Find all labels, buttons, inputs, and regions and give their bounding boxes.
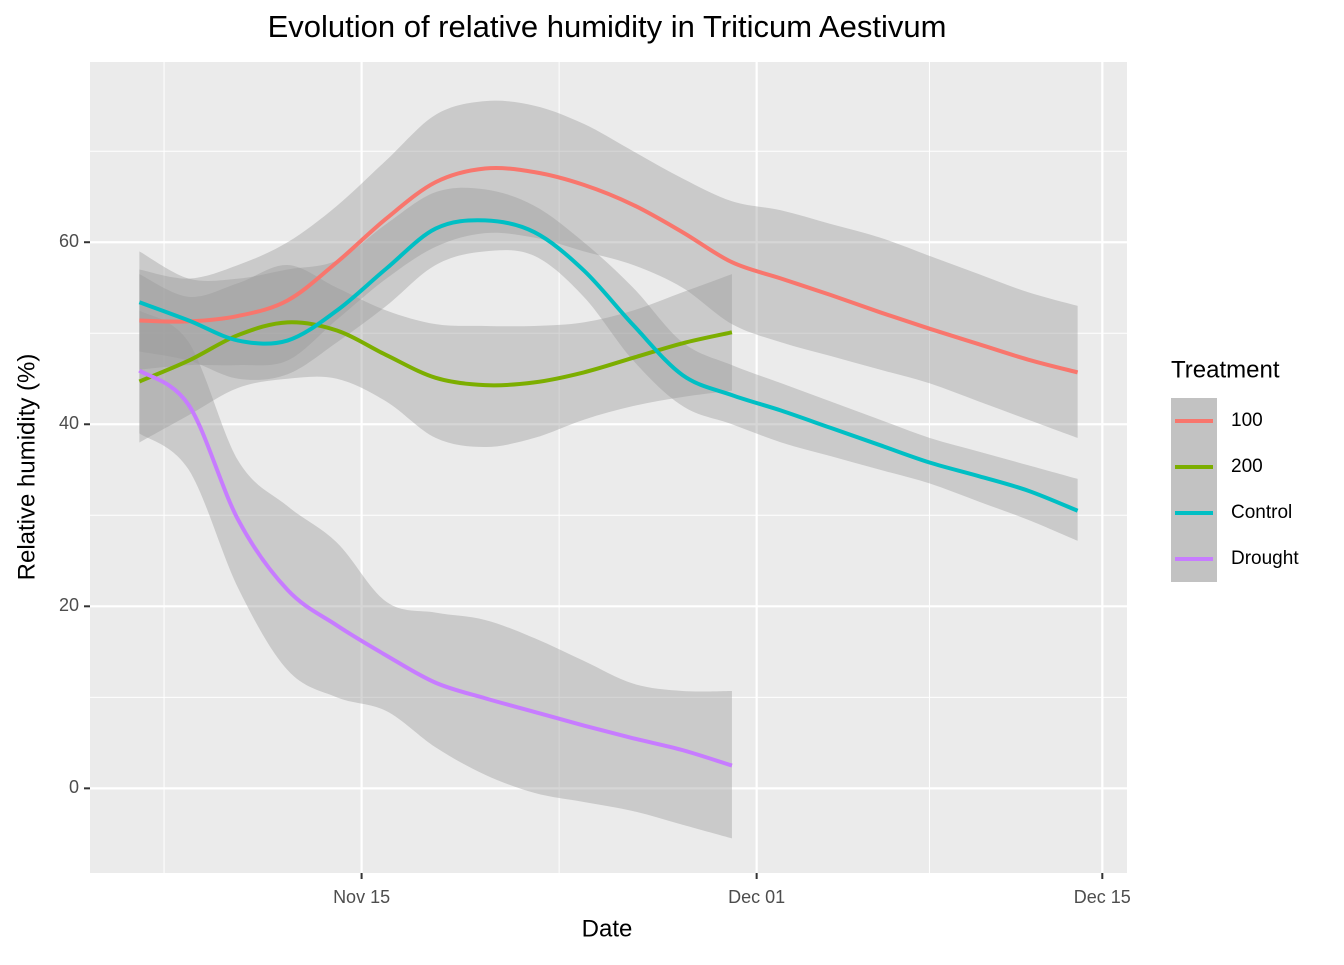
x-tick-label: Dec 01	[728, 887, 785, 907]
x-tick-label: Dec 15	[1074, 887, 1131, 907]
legend-title: Treatment	[1171, 356, 1280, 383]
legend-label: 100	[1231, 410, 1263, 431]
chart-title: Evolution of relative humidity in Tritic…	[268, 9, 947, 44]
y-tick-label: 40	[59, 413, 79, 433]
series-line	[139, 165, 1079, 375]
confidence-band	[139, 187, 1078, 541]
y-tick-label: 20	[59, 595, 79, 615]
x-tick-label: Nov 15	[333, 887, 390, 907]
legend-label: Control	[1231, 502, 1292, 523]
y-tick-label: 60	[59, 231, 79, 251]
legend-label: 200	[1231, 456, 1263, 477]
y-axis-label: Relative humidity (%)	[13, 354, 40, 581]
confidence-band	[139, 310, 732, 839]
y-tick-label: 0	[69, 777, 79, 797]
x-axis-label: Date	[582, 915, 633, 942]
series-line	[138, 218, 1079, 513]
confidence-band	[139, 100, 1078, 438]
series-line	[138, 368, 733, 768]
series-line	[138, 320, 733, 388]
confidence-band	[139, 264, 732, 448]
legend-label: Drought	[1231, 548, 1299, 569]
